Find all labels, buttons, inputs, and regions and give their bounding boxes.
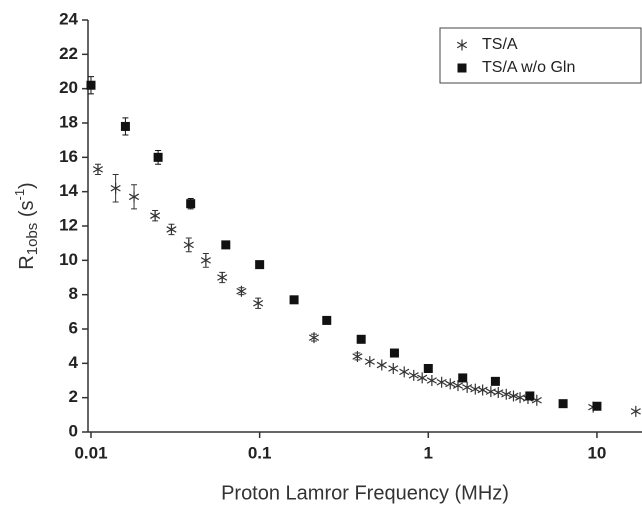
square-marker bbox=[389, 348, 399, 358]
y-title-part: 1obs bbox=[24, 223, 41, 256]
star-marker bbox=[426, 375, 437, 386]
square-marker bbox=[558, 399, 568, 409]
star-marker bbox=[456, 39, 468, 51]
y-tick-label: 6 bbox=[69, 318, 78, 337]
square-marker bbox=[356, 334, 366, 344]
y-tick-label: 10 bbox=[59, 250, 78, 269]
star-marker bbox=[236, 285, 247, 297]
x-tick-label: 10 bbox=[587, 443, 606, 462]
square-marker bbox=[221, 240, 231, 250]
y-tick-label: 24 bbox=[59, 9, 78, 28]
star-marker bbox=[183, 239, 194, 251]
square-marker bbox=[322, 315, 332, 325]
legend-label: TS/A w/o Gln bbox=[482, 59, 575, 76]
y-tick-label: 22 bbox=[59, 44, 78, 63]
y-tick-label: 12 bbox=[59, 215, 78, 234]
star-marker bbox=[408, 369, 419, 381]
star-marker bbox=[217, 272, 228, 283]
star-marker bbox=[110, 182, 121, 194]
square-marker bbox=[490, 376, 500, 386]
x-tick-label: 1 bbox=[424, 443, 433, 462]
y-tick-label: 20 bbox=[59, 78, 78, 97]
square-marker bbox=[86, 80, 96, 90]
star-marker bbox=[200, 254, 211, 266]
y-axis-title: R1obs (s-1) bbox=[12, 182, 41, 269]
star-marker bbox=[253, 297, 264, 309]
legend-label: TS/A bbox=[482, 36, 518, 53]
y-tick-label: 14 bbox=[59, 181, 78, 200]
y-title-part: (s bbox=[16, 201, 38, 223]
y-tick-label: 2 bbox=[69, 387, 78, 406]
star-marker bbox=[150, 210, 161, 222]
y-tick-label: 8 bbox=[69, 284, 78, 303]
square-marker bbox=[457, 63, 467, 73]
square-marker bbox=[153, 152, 163, 162]
star-marker bbox=[477, 384, 488, 396]
y-tick-label: 18 bbox=[59, 112, 78, 131]
y-tick-label: 4 bbox=[69, 353, 79, 372]
star-marker bbox=[92, 163, 104, 175]
star-marker bbox=[436, 376, 447, 388]
star-marker bbox=[128, 191, 140, 203]
square-marker bbox=[120, 121, 130, 131]
y-title-part: ) bbox=[16, 182, 38, 189]
star-marker bbox=[308, 332, 320, 344]
star-marker bbox=[376, 359, 387, 371]
y-title-part: R bbox=[16, 255, 38, 269]
y-title-part: -1 bbox=[12, 189, 27, 201]
square-marker bbox=[525, 391, 535, 401]
y-tick-label: 0 bbox=[69, 421, 78, 440]
star-marker bbox=[352, 350, 363, 362]
legend-box bbox=[439, 27, 642, 84]
square-marker bbox=[289, 295, 299, 305]
star-marker bbox=[630, 405, 641, 417]
star-marker bbox=[493, 387, 504, 399]
star-marker bbox=[508, 390, 519, 402]
square-marker bbox=[423, 363, 433, 373]
star-marker bbox=[166, 223, 177, 235]
square-marker bbox=[255, 260, 265, 270]
star-marker bbox=[364, 356, 375, 368]
square-marker bbox=[186, 199, 196, 209]
square-marker bbox=[592, 401, 602, 411]
x-tick-label: 0.1 bbox=[248, 443, 272, 462]
y-tick-label: 16 bbox=[59, 147, 78, 166]
x-tick-label: 0.01 bbox=[74, 443, 107, 462]
star-marker bbox=[388, 362, 399, 374]
x-axis-title: Proton Lamror Frequency (MHz) bbox=[221, 482, 509, 504]
star-marker bbox=[445, 378, 456, 390]
star-marker bbox=[417, 372, 428, 384]
star-marker bbox=[462, 381, 473, 393]
star-marker bbox=[399, 366, 410, 378]
square-marker bbox=[458, 373, 468, 383]
star-marker bbox=[501, 388, 512, 400]
star-marker bbox=[452, 380, 464, 392]
